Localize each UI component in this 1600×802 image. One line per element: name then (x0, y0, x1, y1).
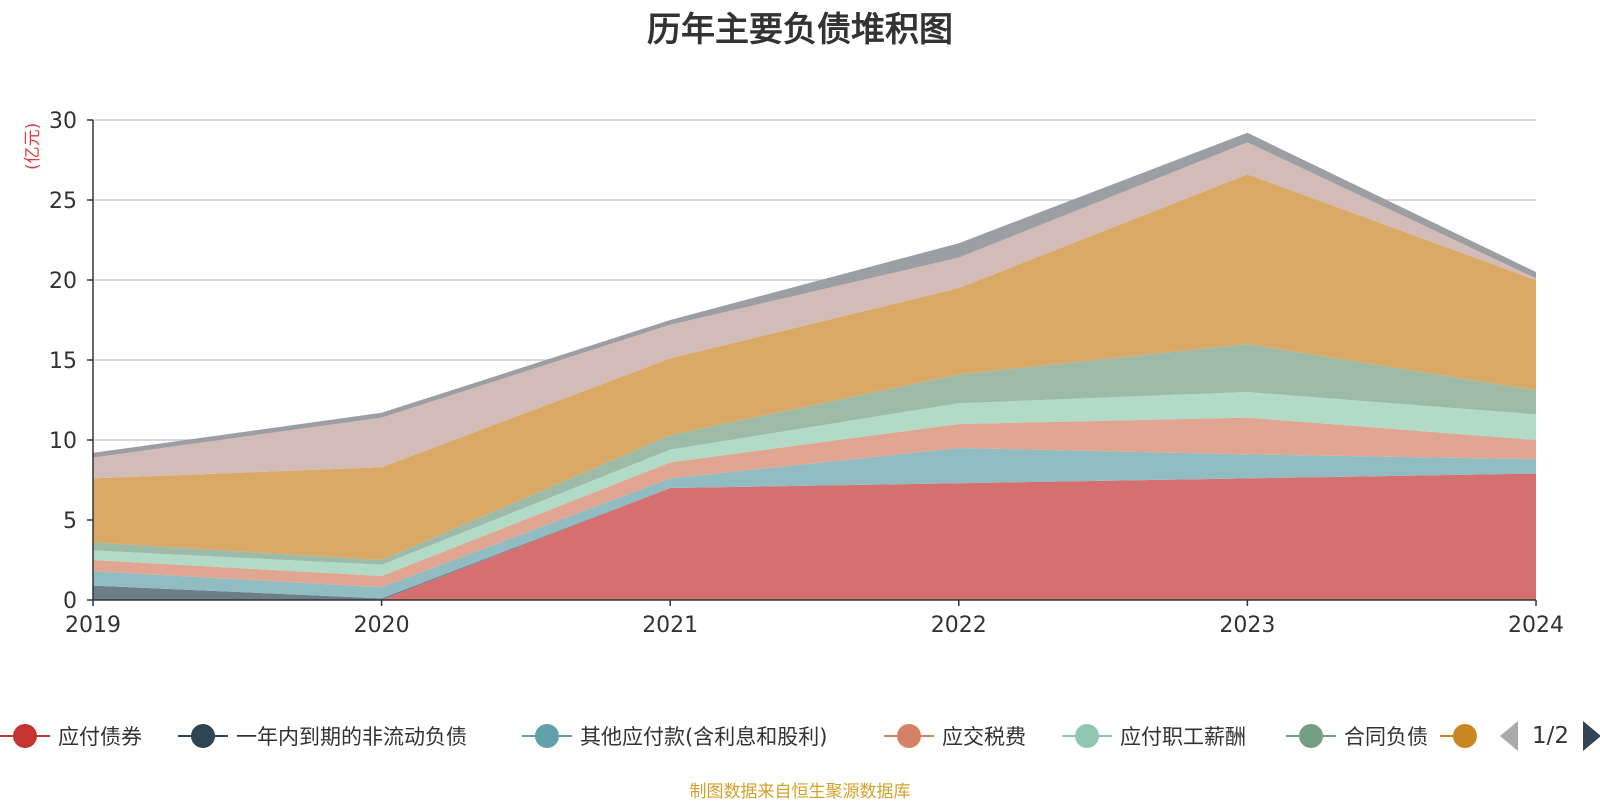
y-tick-label: 15 (49, 349, 77, 374)
series-area-8[interactable] (93, 142, 1536, 479)
legend-item[interactable]: 应付职工薪酬 (1062, 718, 1246, 754)
series-area-1[interactable] (93, 473, 1536, 600)
x-tick-label: 2022 (931, 613, 987, 638)
legend-next-page-icon[interactable] (1583, 721, 1600, 751)
legend-label: 一年内到期的非流动负债 (236, 725, 467, 749)
legend-marker-icon (1062, 722, 1112, 750)
legend-marker-icon (1440, 722, 1477, 750)
series-areas (93, 132, 1536, 600)
x-tick-label: 2019 (65, 613, 121, 638)
y-tick-label: 5 (63, 509, 77, 534)
chart-title: 历年主要负债堆积图 (647, 10, 953, 50)
y-tick-label: 25 (49, 189, 77, 214)
legend-item[interactable]: 一年内到期的非流动负债 (178, 718, 467, 754)
legend-label: 合同负债 (1344, 725, 1428, 749)
x-tick-label: 2023 (1219, 613, 1275, 638)
legend-item[interactable]: 其他应付款(含利息和股利) (522, 718, 827, 754)
legend-pager: 1/2 (1500, 718, 1600, 754)
legend-marker-icon (522, 722, 572, 750)
x-tick-label: 2021 (642, 613, 698, 638)
data-source-note: 制图数据来自恒生聚源数据库 (689, 782, 911, 802)
legend-label: 应付职工薪酬 (1120, 725, 1246, 749)
legend-item[interactable]: 应交税费 (884, 718, 1026, 754)
series-area-5[interactable] (93, 392, 1536, 576)
legend-marker-icon (178, 722, 228, 750)
axes: 0 5 10 15 20 25 30 2019 2020 2021 2022 2023 2024 (49, 109, 1564, 638)
x-tick-label: 2020 (354, 613, 410, 638)
legend-marker-icon (884, 722, 934, 750)
y-tick-label: 10 (49, 429, 77, 454)
y-tick-label: 30 (49, 109, 77, 134)
legend-item[interactable]: 合同负债 (1286, 718, 1428, 754)
legend-marker-icon (1286, 722, 1336, 750)
legend-page-indicator: 1/2 (1532, 723, 1570, 749)
series-area-3[interactable] (93, 448, 1536, 599)
legend-label: 其他应付款(含利息和股利) (580, 725, 828, 749)
y-tick-label: 0 (63, 589, 77, 614)
legend-item[interactable]: 应付债券 (0, 718, 142, 754)
legend-prev-page-icon[interactable] (1500, 721, 1518, 751)
series-area-4[interactable] (93, 417, 1536, 588)
legend-marker-icon (0, 722, 50, 750)
legend-item[interactable] (1440, 718, 1484, 754)
legend-label: 应付债券 (58, 725, 142, 749)
legend: 应付债券 一年内到期的非流动负债 其他应付款(含利息和股利) 应交税费 应付职工薪酬 合同… (0, 718, 1600, 754)
x-tick-label: 2024 (1508, 613, 1564, 638)
y-tick-label: 20 (49, 269, 77, 294)
legend-label: 应交税费 (942, 725, 1026, 749)
series-area-7[interactable] (93, 174, 1536, 560)
